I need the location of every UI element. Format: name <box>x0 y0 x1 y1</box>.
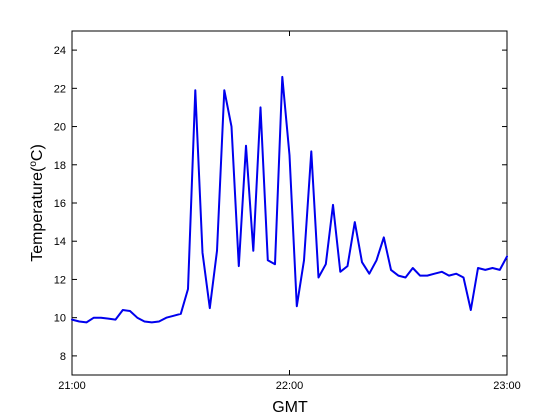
y-axis-label-text: Temperature( <box>29 166 46 262</box>
series-line <box>71 75 508 324</box>
y-tick-label: 14 <box>54 236 66 248</box>
y-axis-label-degree: o <box>28 161 39 167</box>
y-tick-label: 22 <box>54 83 66 95</box>
y-tick-label: 8 <box>60 351 66 363</box>
x-axis-ticks: 21:00 22:00 23:00 <box>58 31 521 392</box>
x-axis-label: GMT <box>272 399 308 416</box>
y-tick-label: 18 <box>54 160 66 172</box>
x-tick-label: 22:00 <box>276 380 304 392</box>
x-tick-label: 23:00 <box>493 380 521 392</box>
y-tick-label: 20 <box>54 122 66 134</box>
y-tick-label: 10 <box>54 313 66 325</box>
y-axis-label: Temperature(oC) <box>28 144 46 262</box>
x-tick-label: 21:00 <box>58 380 86 392</box>
y-tick-label: 12 <box>54 274 66 286</box>
y-tick-label: 24 <box>54 45 66 57</box>
y-tick-label: 16 <box>54 198 66 210</box>
plot-area <box>71 30 508 376</box>
y-axis-label-unit: C) <box>29 144 46 161</box>
y-axis-ticks: 8 10 12 14 16 18 20 22 24 <box>54 45 507 363</box>
